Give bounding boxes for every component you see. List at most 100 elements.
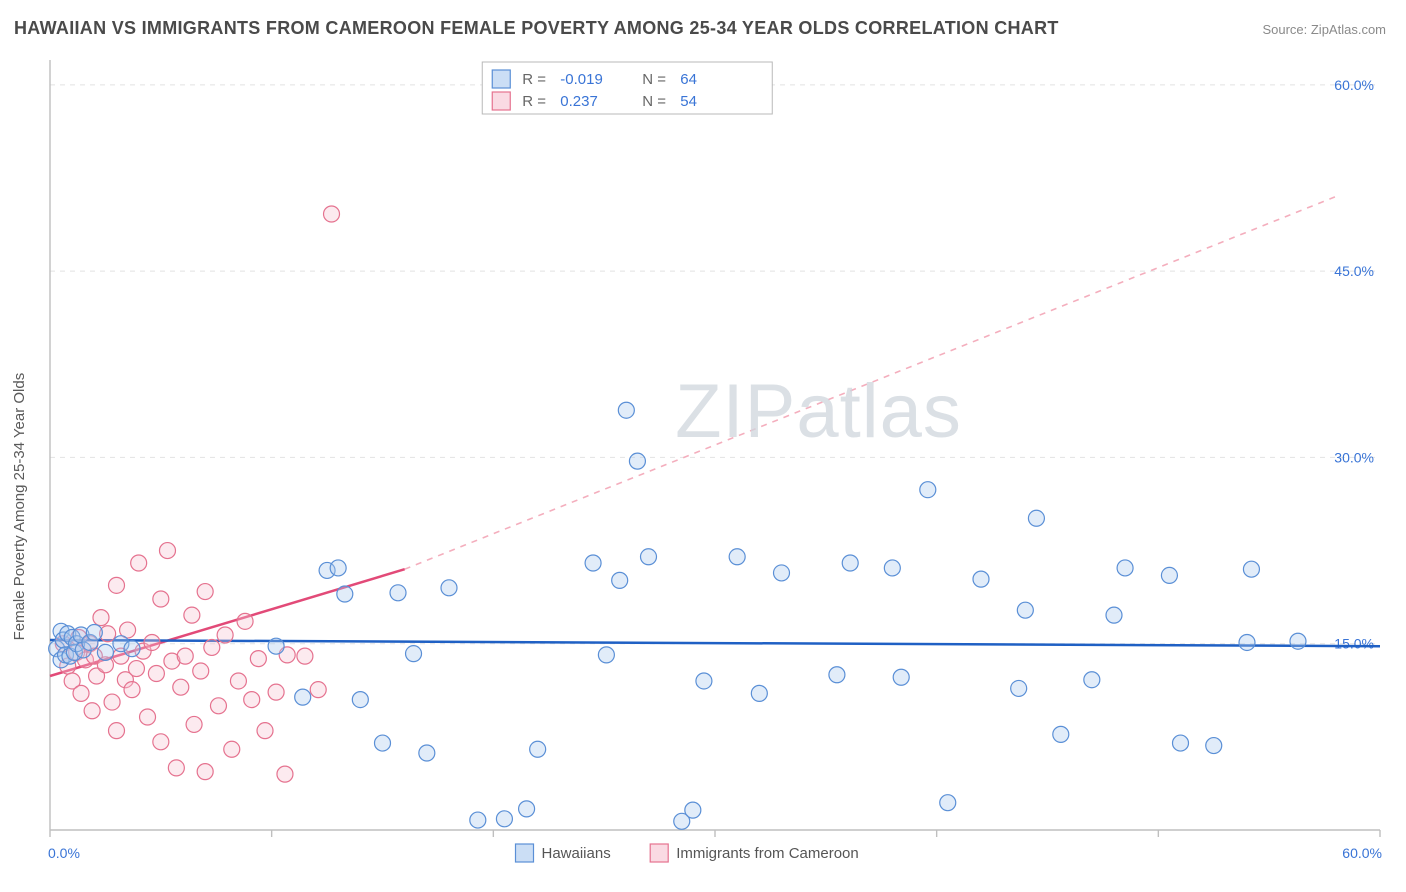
data-point [177,648,193,664]
data-point [104,694,120,710]
data-point [230,673,246,689]
data-point [973,571,989,587]
data-point [330,560,346,576]
legend-r-value: 0.237 [560,93,598,110]
data-point [1017,602,1033,618]
legend-r-label: R = [522,93,546,110]
data-point [84,703,100,719]
legend-r-label: R = [522,71,546,88]
data-point [148,666,164,682]
data-point [598,647,614,663]
data-point [337,586,353,602]
legend-bottom-swatch [516,844,534,862]
data-point [97,644,113,660]
data-point [131,555,147,571]
data-point [153,734,169,750]
data-point [204,639,220,655]
legend-bottom-label: Hawaiians [542,845,611,862]
legend-bottom-swatch [650,844,668,862]
data-point [390,585,406,601]
data-point [93,610,109,626]
data-point [629,453,645,469]
data-point [109,577,125,593]
legend-n-label: N = [642,71,666,88]
data-point [641,549,657,565]
x-axis-label: 60.0% [1342,845,1382,861]
data-point [237,613,253,629]
y-axis-label: Female Poverty Among 25-34 Year Olds [11,373,28,641]
data-point [419,745,435,761]
y-tick-label: 30.0% [1334,449,1374,465]
scatter-chart: 15.0% 30.0% 45.0% 60.0% 0.0% 60.0% Female Pove… [0,0,1406,892]
legend-swatch [492,70,510,88]
x-axis-label: 0.0% [48,845,80,861]
data-point [1161,567,1177,583]
legend-n-label: N = [642,93,666,110]
trend-line [50,640,1380,646]
data-point [519,801,535,817]
data-point [250,651,266,667]
data-point [197,584,213,600]
data-point [153,591,169,607]
data-point [441,580,457,596]
data-point [1206,738,1222,754]
data-point [197,764,213,780]
data-point [184,607,200,623]
legend-n-value: 64 [680,71,697,88]
data-point [257,723,273,739]
data-point [375,735,391,751]
data-point [217,627,233,643]
data-point [685,802,701,818]
data-point [73,685,89,701]
data-point [86,625,102,641]
data-point [186,716,202,732]
data-point [1173,735,1189,751]
data-point [530,741,546,757]
data-point [774,565,790,581]
data-point [729,549,745,565]
legend-n-value: 54 [680,93,697,110]
data-point [1106,607,1122,623]
data-point [224,741,240,757]
y-tick-label: 15.0% [1334,636,1374,652]
data-point [884,560,900,576]
data-point [696,673,712,689]
data-point [920,482,936,498]
data-point [1243,561,1259,577]
data-point [109,723,125,739]
trend-line-dashed [405,197,1336,570]
y-tick-label: 45.0% [1334,263,1374,279]
data-point [940,795,956,811]
data-point [124,682,140,698]
data-point [1084,672,1100,688]
y-tick-label: 60.0% [1334,77,1374,93]
data-point [277,766,293,782]
data-point [297,648,313,664]
data-point [751,685,767,701]
data-point [144,634,160,650]
data-point [893,669,909,685]
data-point [1290,633,1306,649]
legend-r-value: -0.019 [560,71,603,88]
data-point [124,641,140,657]
data-point [168,760,184,776]
data-point [140,709,156,725]
data-point [324,206,340,222]
data-point [295,689,311,705]
legend-swatch [492,92,510,110]
data-point [352,692,368,708]
data-point [210,698,226,714]
legend-bottom-label: Immigrants from Cameroon [676,845,859,862]
data-point [244,692,260,708]
data-point [128,661,144,677]
data-point [1028,510,1044,526]
data-point [1053,726,1069,742]
data-point [1011,680,1027,696]
data-point [496,811,512,827]
data-point [193,663,209,679]
data-point [173,679,189,695]
data-point [268,684,284,700]
data-point [470,812,486,828]
data-point [842,555,858,571]
data-point [310,682,326,698]
